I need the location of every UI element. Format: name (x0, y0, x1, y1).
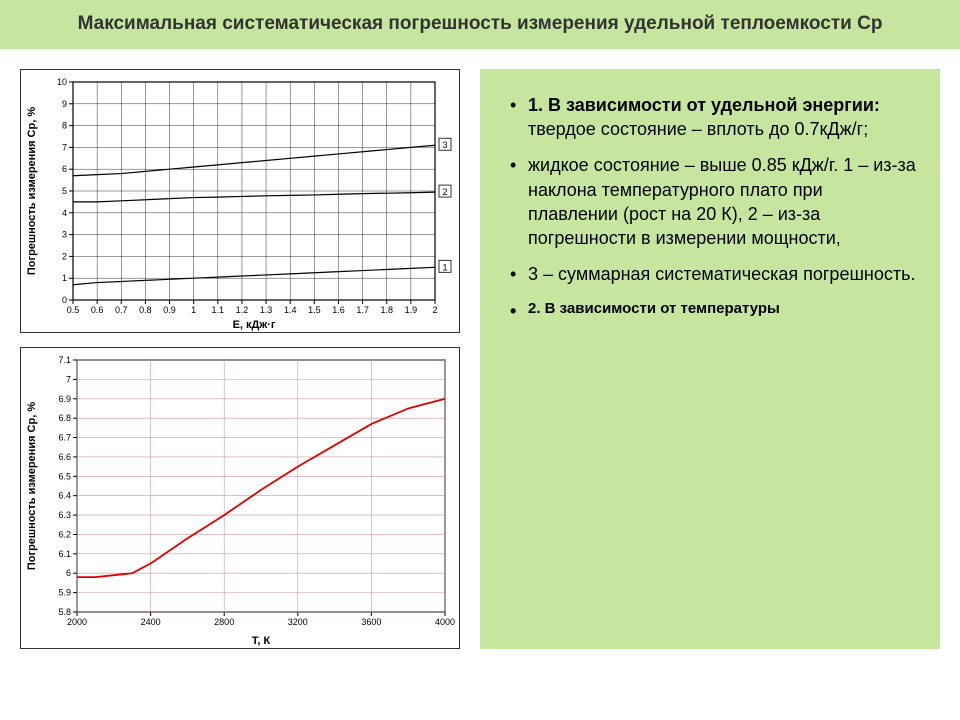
svg-text:0.6: 0.6 (91, 305, 104, 315)
svg-text:5: 5 (62, 186, 67, 196)
bullet-1-rest: твердое состояние – вплоть до 0.7кДж/г; (528, 119, 868, 139)
svg-text:Погрешность измерения Cp, %: Погрешность измерения Cp, % (26, 106, 38, 274)
svg-text:7: 7 (62, 142, 67, 152)
svg-text:8: 8 (62, 120, 67, 130)
svg-text:6.2: 6.2 (58, 529, 71, 539)
svg-text:6.6: 6.6 (58, 452, 71, 462)
chart-energy: 0.5 0.6 0.7 0.8 0.9 1 1.1 1.2 1.3 1.4 1.5 1.6 1.7 1.8… (20, 69, 460, 333)
svg-text:1.4: 1.4 (284, 305, 297, 315)
svg-text:1.3: 1.3 (260, 305, 273, 315)
svg-text:Погрешность измерения Cp, %: Погрешность измерения Cp, % (26, 401, 38, 569)
svg-text:1.7: 1.7 (356, 305, 369, 315)
svg-text:3: 3 (62, 229, 67, 239)
svg-text:7: 7 (66, 374, 71, 384)
svg-text:1.2: 1.2 (236, 305, 249, 315)
svg-text:10: 10 (57, 77, 67, 87)
svg-text:4: 4 (62, 207, 67, 217)
svg-text:2400: 2400 (141, 617, 161, 627)
svg-text:6: 6 (66, 568, 71, 578)
svg-text:3600: 3600 (361, 617, 381, 627)
svg-text:0.8: 0.8 (139, 305, 152, 315)
bullet-4: 2. В зависимости от температуры (510, 299, 916, 319)
bullet-3: 3 – суммарная систематическая погрешност… (510, 262, 916, 286)
svg-text:9: 9 (62, 98, 67, 108)
svg-text:4000: 4000 (435, 617, 455, 627)
bullet-1-bold: 1. В зависимости от удельной энергии: (528, 95, 880, 115)
svg-text:0: 0 (62, 295, 67, 305)
svg-text:5.9: 5.9 (58, 587, 71, 597)
svg-text:6.3: 6.3 (58, 510, 71, 520)
svg-text:3: 3 (442, 140, 447, 150)
svg-text:0.5: 0.5 (67, 305, 80, 315)
svg-text:2800: 2800 (214, 617, 234, 627)
svg-text:2: 2 (432, 305, 437, 315)
svg-text:2: 2 (442, 187, 447, 197)
svg-text:1: 1 (62, 273, 67, 283)
svg-text:1.8: 1.8 (380, 305, 393, 315)
svg-text:6.7: 6.7 (58, 432, 71, 442)
svg-text:7.1: 7.1 (58, 355, 71, 365)
svg-text:1.5: 1.5 (308, 305, 321, 315)
svg-text:6.4: 6.4 (58, 490, 71, 500)
svg-text:0.9: 0.9 (163, 305, 176, 315)
svg-text:6.9: 6.9 (58, 393, 71, 403)
chart-temperature: 2000 2400 2800 3200 3600 4000 5.8 5.9 6 6.1 6.2 6.3… (20, 347, 460, 649)
content-area: 0.5 0.6 0.7 0.8 0.9 1 1.1 1.2 1.3 1.4 1.5 1.6 1.7 1.8… (0, 49, 960, 659)
charts-column: 0.5 0.6 0.7 0.8 0.9 1 1.1 1.2 1.3 1.4 1.5 1.6 1.7 1.8… (20, 69, 460, 649)
svg-text:1: 1 (191, 305, 196, 315)
svg-text:1.6: 1.6 (332, 305, 345, 315)
svg-text:1.9: 1.9 (405, 305, 418, 315)
svg-text:Е, кДж·г: Е, кДж·г (233, 319, 276, 331)
svg-text:1.1: 1.1 (212, 305, 225, 315)
svg-text:Т, К: Т, К (252, 635, 271, 647)
page-title: Максимальная систематическая погрешность… (0, 0, 960, 49)
svg-text:2000: 2000 (67, 617, 87, 627)
svg-text:5.8: 5.8 (58, 607, 71, 617)
svg-text:6.8: 6.8 (58, 413, 71, 423)
svg-text:2: 2 (62, 251, 67, 261)
svg-text:6.5: 6.5 (58, 471, 71, 481)
bullet-1: 1. В зависимости от удельной энергии: тв… (510, 93, 916, 142)
svg-text:0.7: 0.7 (115, 305, 128, 315)
description-panel: 1. В зависимости от удельной энергии: тв… (480, 69, 940, 649)
bullet-2: жидкое состояние – выше 0.85 кДж/г. 1 – … (510, 153, 916, 250)
svg-text:6: 6 (62, 164, 67, 174)
svg-text:1: 1 (442, 262, 447, 272)
svg-text:6.1: 6.1 (58, 549, 71, 559)
svg-text:3200: 3200 (288, 617, 308, 627)
